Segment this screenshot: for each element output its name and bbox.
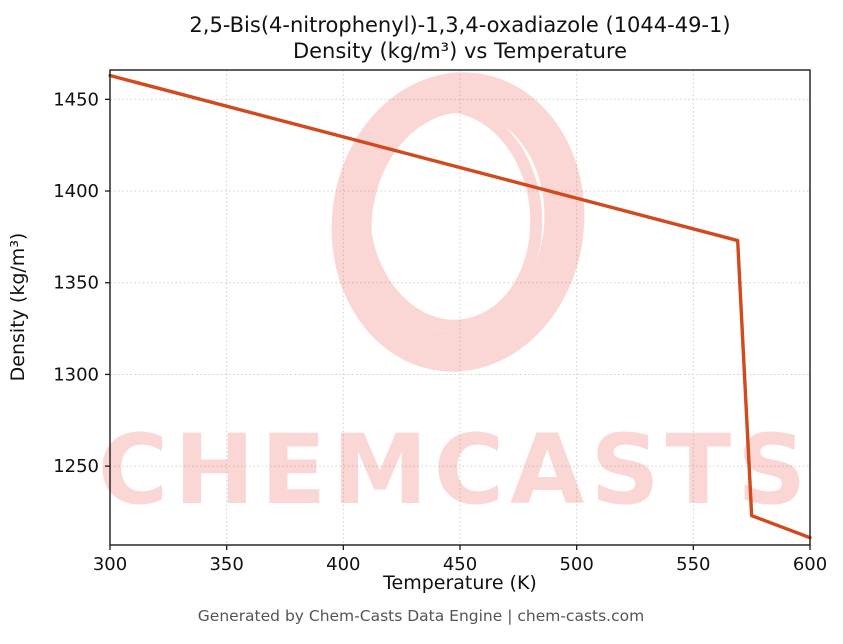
x-tick-label: 300	[93, 554, 127, 575]
brush-circle-icon	[331, 72, 585, 372]
chart-title-line1: 2,5-Bis(4-nitrophenyl)-1,3,4-oxadiazole …	[189, 13, 730, 37]
y-tick-label: 1350	[53, 273, 99, 294]
plot-area: CHEMCASTS 300 350 400 450 500 550 600 1250 1300 13…	[53, 69, 827, 575]
x-tick-label: 550	[676, 554, 710, 575]
x-tick-label: 450	[443, 554, 477, 575]
y-tick-label: 1300	[53, 364, 99, 385]
axis-ticks	[105, 98, 811, 550]
x-tick-label: 350	[209, 554, 243, 575]
y-tick-label: 1450	[53, 89, 99, 110]
x-tick-label: 400	[326, 554, 360, 575]
brush-circle-inner-icon	[357, 100, 543, 332]
chart-title-line2: Density (kg/m³) vs Temperature	[293, 39, 627, 63]
footer-text: Generated by Chem-Casts Data Engine | ch…	[198, 607, 644, 625]
y-tick-label: 1400	[53, 181, 99, 202]
watermark: CHEMCASTS	[98, 72, 812, 526]
watermark-text: CHEMCASTS	[98, 414, 812, 526]
density-line	[108, 73, 812, 540]
x-tick-label: 500	[559, 554, 593, 575]
x-tick-label: 600	[793, 554, 827, 575]
y-axis-label: Density (kg/m³)	[7, 233, 29, 382]
x-axis-label: Temperature (K)	[382, 572, 537, 594]
y-tick-label: 1250	[53, 456, 99, 477]
plot-border	[109, 69, 811, 546]
